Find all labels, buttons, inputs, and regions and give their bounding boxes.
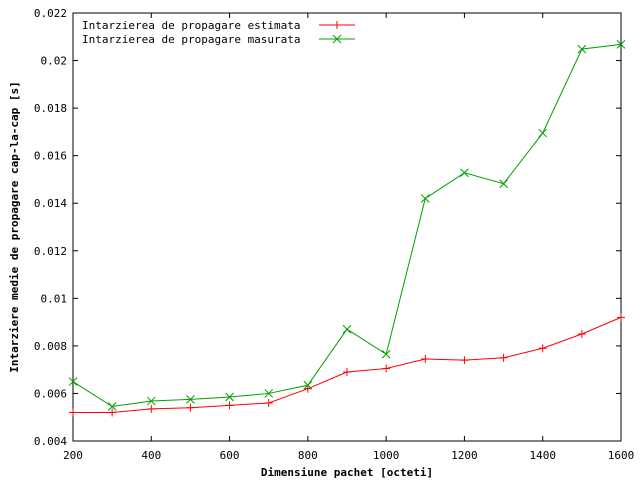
series-line [73,316,622,413]
y-tick-label: 0.02 [41,55,68,68]
data-point [264,389,274,398]
data-point [499,179,508,189]
data-point [343,368,351,377]
data-point [616,40,626,49]
legend-label: Intarzierea de propagare estimata [82,19,301,32]
x-tick-label: 1600 [608,449,635,462]
data-point [420,194,430,203]
data-point [577,44,587,54]
data-point [381,349,391,359]
axis-ticks: 200 400 600 800 1000 1200 1400 1600 0.004 0.006 0.… [34,7,634,462]
y-tick-label: 0.018 [34,102,67,115]
x-tick-label: 200 [63,449,83,462]
series-2 [68,40,626,411]
data-point [342,324,352,334]
data-point [617,313,625,322]
series-line [72,43,622,408]
data-point [225,392,234,402]
data-point [421,354,430,363]
legend: Intarzierea de propagare estimataIntarzi… [82,19,355,46]
data-point [69,408,77,417]
data-point [460,356,469,365]
y-tick-label: 0.016 [34,150,67,163]
y-tick-label: 0.022 [34,7,67,20]
data-point [108,408,117,417]
data-point [147,404,156,413]
data-point [538,128,548,138]
data-point [225,401,234,410]
data-point [499,353,508,362]
series-layer [68,40,626,417]
data-point [264,398,273,407]
y-tick-label: 0.012 [34,245,67,258]
x-tick-label: 1200 [451,449,478,462]
y-tick-label: 0.008 [34,340,67,353]
legend-marker [333,21,341,29]
x-tick-label: 800 [298,449,318,462]
x-tick-label: 1400 [529,449,556,462]
x-tick-label: 600 [220,449,240,462]
plot-frame [72,12,622,442]
legend-marker [332,34,342,44]
data-point [538,344,547,353]
x-tick-label: 1000 [373,449,400,462]
y-tick-label: 0.014 [34,197,67,210]
x-tick-label: 400 [141,449,161,462]
y-tick-label: 0.01 [41,292,68,305]
y-tick-label: 0.006 [34,387,67,400]
legend-label: Intarzierea de propagare masurata [82,33,301,46]
y-tick-label: 0.004 [34,435,67,448]
y-axis-label: Intarziere medie de propagare cap-la-cap… [8,81,21,372]
data-point [303,380,313,390]
data-point [146,396,156,406]
data-point [68,377,78,386]
data-point [186,395,195,404]
data-point [107,402,117,411]
data-point [460,168,469,178]
data-point [186,403,195,412]
x-axis-label: Dimensiune pachet [octeti] [261,466,433,479]
data-point [303,384,312,393]
data-point [577,330,586,338]
series-1 [69,313,625,417]
data-point [382,364,391,373]
